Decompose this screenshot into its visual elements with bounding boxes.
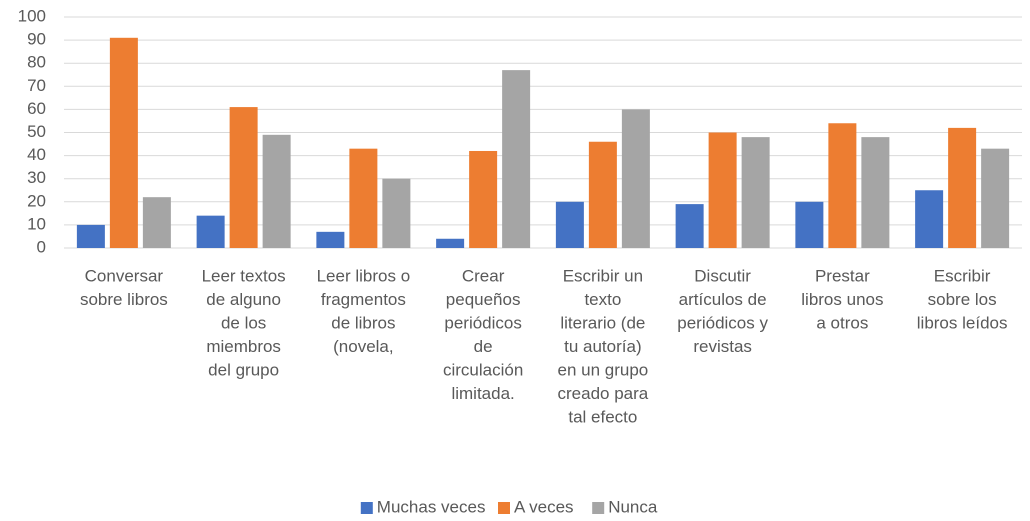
x-tick-label: del grupo [208, 360, 279, 379]
x-tick-label: sobre libros [80, 290, 168, 309]
bar [196, 215, 225, 248]
x-tick-label: sobre los [928, 290, 997, 309]
y-tick-label: 30 [27, 168, 46, 187]
x-tick-label: de alguno [206, 290, 281, 309]
bar [262, 134, 291, 248]
x-tick-label: Discutir [694, 266, 751, 285]
x-tick-label: revistas [693, 337, 752, 356]
x-tick-label: artículos de [679, 290, 767, 309]
y-tick-label: 40 [27, 145, 46, 164]
y-tick-label: 100 [18, 6, 46, 25]
y-tick-label: 60 [27, 99, 46, 118]
x-tick-label: texto [584, 290, 621, 309]
y-tick-label: 80 [27, 53, 46, 72]
bar [76, 224, 105, 248]
x-tick-label: pequeños [446, 290, 521, 309]
x-tick-label: (novela, [333, 337, 393, 356]
y-tick-label: 20 [27, 191, 46, 210]
x-tick-label: de [474, 337, 493, 356]
bar [675, 204, 704, 248]
bar [229, 107, 258, 248]
legend-swatch [592, 502, 605, 514]
x-tick-label: Leer libros o [317, 266, 411, 285]
x-tick-label: Prestar [815, 266, 870, 285]
x-tick-label: Leer textos [202, 266, 286, 285]
bar [828, 123, 857, 248]
y-tick-label: 70 [27, 76, 46, 95]
bar [555, 201, 584, 248]
x-tick-label: Escribir [934, 266, 991, 285]
bar [469, 150, 498, 248]
x-tick-label: libros unos [801, 290, 883, 309]
y-tick-label: 10 [27, 214, 46, 233]
x-tick-label: de libros [331, 313, 395, 332]
x-tick-label: Escribir un [563, 266, 643, 285]
x-tick-label: Crear [462, 266, 505, 285]
x-tick-label: fragmentos [321, 290, 406, 309]
bar [109, 37, 138, 248]
bar [948, 127, 977, 248]
bar [502, 70, 531, 248]
legend-swatch [360, 502, 373, 514]
bar [349, 148, 378, 248]
x-tick-label: Conversar [85, 266, 164, 285]
bar [382, 178, 411, 248]
legend-label: Nunca [608, 497, 658, 516]
y-tick-label: 0 [37, 237, 46, 256]
x-tick-label: periódicos [444, 313, 522, 332]
bar [981, 148, 1010, 248]
x-tick-label: circulación [443, 360, 523, 379]
bar [621, 109, 650, 249]
bar [795, 201, 824, 248]
bar [142, 197, 171, 248]
bar [436, 238, 465, 248]
x-tick-label: periódicos y [677, 313, 768, 332]
x-tick-label: miembros [206, 337, 281, 356]
legend-label: A veces [514, 497, 574, 516]
legend-swatch [498, 502, 510, 514]
x-tick-label: limitada. [451, 384, 514, 403]
x-tick-label: creado para [558, 384, 649, 403]
bar [741, 137, 770, 248]
x-tick-label: a otros [816, 313, 868, 332]
bar [861, 137, 890, 248]
bar [316, 231, 345, 248]
x-tick-label: en un grupo [558, 360, 649, 379]
x-tick-label: de los [221, 313, 266, 332]
x-tick-label: literario (de [560, 313, 645, 332]
x-tick-label: tu autoría) [564, 337, 642, 356]
bar [708, 132, 737, 248]
y-tick-label: 90 [27, 30, 46, 49]
x-tick-label: libros leídos [917, 313, 1008, 332]
legend-label: Muchas veces [377, 497, 486, 516]
bar [588, 141, 617, 248]
bar [915, 190, 944, 248]
x-tick-label: tal efecto [568, 407, 637, 426]
y-tick-label: 50 [27, 122, 46, 141]
